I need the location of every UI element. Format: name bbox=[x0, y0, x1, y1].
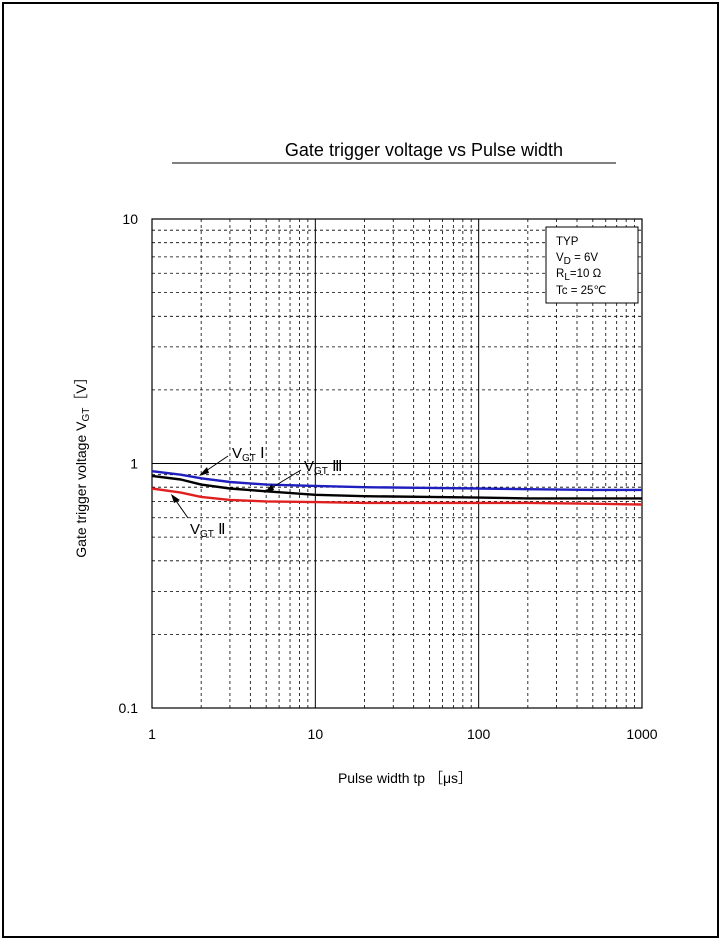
y-tick-labels: 0.1 1 10 bbox=[119, 211, 139, 716]
x-tick-label: 1 bbox=[148, 726, 156, 742]
arrow-vgt3 bbox=[267, 469, 302, 491]
plot-area bbox=[151, 218, 643, 709]
x-tick-label: 10 bbox=[308, 726, 324, 742]
x-tick-label: 1000 bbox=[626, 726, 657, 742]
x-tick-label: 100 bbox=[467, 726, 491, 742]
series-line-2 bbox=[151, 474, 642, 500]
conditions-box: TYP VD = 6V RL=10 Ω Tc = 25℃ bbox=[545, 226, 639, 304]
chart-title: Gate trigger voltage vs Pulse width bbox=[285, 140, 563, 160]
y-tick-label: 10 bbox=[122, 211, 138, 227]
condition-rl: RL=10 Ω bbox=[556, 268, 602, 283]
y-axis-label: Gate trigger voltage VGT［V］ bbox=[73, 370, 92, 557]
arrowhead-vgt1 bbox=[199, 467, 209, 476]
arrowhead-vgt2 bbox=[171, 494, 180, 503]
series-line-1 bbox=[151, 470, 642, 492]
condition-tc: Tc = 25℃ bbox=[556, 285, 606, 297]
y-tick-label: 0.1 bbox=[119, 700, 139, 716]
x-axis-label: Pulse width tp ［μs］ bbox=[338, 770, 472, 786]
series-annotations: VGT Ⅰ VGT Ⅲ VGT Ⅱ bbox=[171, 445, 342, 540]
arrowhead-vgt3 bbox=[264, 484, 274, 493]
condition-typ: TYP bbox=[556, 236, 579, 248]
condition-vd: VD = 6V bbox=[556, 252, 598, 267]
label-vgt2: VGT Ⅱ bbox=[190, 521, 225, 540]
x-tick-labels: 1 10 100 1000 bbox=[148, 726, 658, 742]
y-tick-label: 1 bbox=[130, 456, 138, 472]
label-vgt3: VGT Ⅲ bbox=[304, 458, 342, 477]
series-line-3 bbox=[151, 487, 643, 506]
series-lines bbox=[151, 470, 643, 506]
label-vgt1: VGT Ⅰ bbox=[232, 445, 265, 464]
